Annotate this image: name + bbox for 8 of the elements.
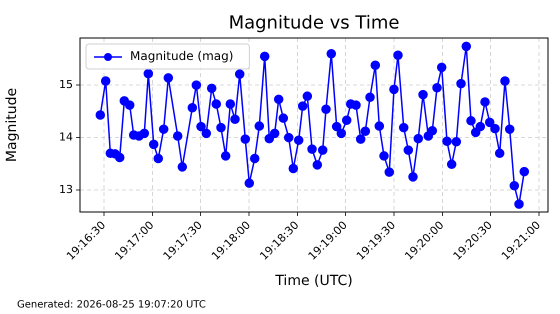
chart-title: Magnitude vs Time	[228, 12, 400, 34]
legend-label: Magnitude (mag)	[130, 49, 234, 64]
y-tick-label: 13	[59, 182, 73, 196]
x-axis-title: Time (UTC)	[274, 273, 353, 290]
text: Generated: 2026-08-25 19:07:20 UTC	[17, 300, 206, 311]
y-tick-label: 14	[59, 130, 73, 144]
y-axis-title: Magnitude	[4, 88, 20, 162]
y-tick-label: 15	[59, 78, 73, 92]
